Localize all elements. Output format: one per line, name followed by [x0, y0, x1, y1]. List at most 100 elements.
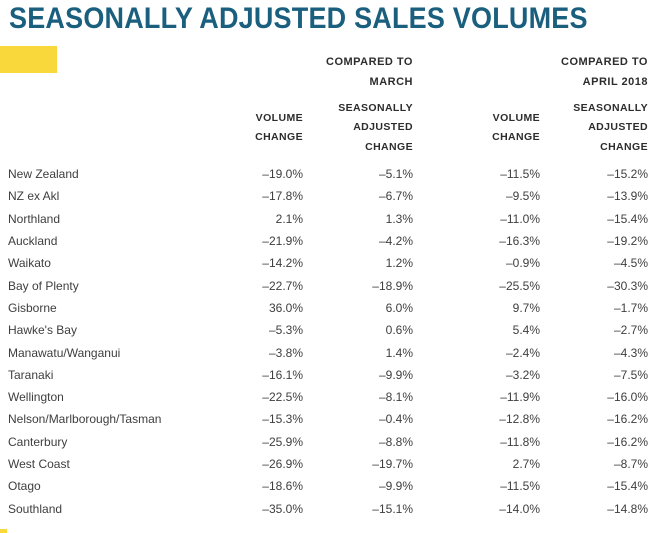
- volume-change-april-2018-value: –2.4%: [505, 345, 540, 360]
- group-header-compared-to-april-2018: COMPARED TO APRIL 2018: [413, 52, 648, 92]
- group-header-line: COMPARED TO: [561, 56, 648, 68]
- volume-change-april-2018-value: –11.5%: [500, 167, 540, 182]
- seasonally-adjusted-change-april-2018-value: –15.4%: [607, 479, 648, 494]
- seasonally-adjusted-change-april-2018-value: –30.3%: [607, 278, 648, 293]
- table-row: Waikato –14.2% 1.2% –0.9% –4.5%: [8, 252, 648, 274]
- region-label: Bay of Plenty: [8, 278, 79, 293]
- volume-change-march-value: 2.1%: [275, 211, 303, 226]
- region-label: Gisborne: [8, 300, 57, 315]
- group-header-line: APRIL 2018: [582, 76, 648, 88]
- seasonally-adjusted-change-april-2018-value: –2.7%: [613, 323, 648, 338]
- volume-change-march-value: –5.3%: [268, 323, 303, 338]
- volume-change-april-2018-value: –12.8%: [499, 412, 540, 427]
- volume-change-april-2018-value: –25.5%: [499, 278, 540, 293]
- column-header-line: CHANGE: [492, 131, 540, 143]
- table-row: Nelson/Marlborough/Tasman –15.3% –0.4% –…: [8, 408, 648, 430]
- region-label: Nelson/Marlborough/Tasman: [8, 412, 162, 427]
- volume-change-april-2018-value: –11.8%: [500, 434, 540, 449]
- region-label: West Coast: [8, 457, 70, 471]
- volume-change-march-value: –22.5%: [262, 390, 303, 405]
- region-label: Northland: [8, 211, 61, 226]
- seasonally-adjusted-change-april-2018-value: –4.3%: [613, 345, 648, 360]
- column-header-row: VOLUME CHANGE SEASONALLY ADJUSTED CHANGE…: [8, 97, 648, 159]
- volume-change-april-2018-value: –0.9%: [505, 256, 540, 271]
- column-header-line: VOLUME: [255, 111, 303, 124]
- volume-change-march-value: –35.0%: [262, 501, 303, 516]
- volume-change-march-value: –19.0%: [262, 167, 303, 182]
- seasonally-adjusted-change-march-value: –18.9%: [372, 278, 413, 293]
- region-label: Wellington: [8, 390, 64, 405]
- table-row: Manawatu/Wanganui –3.8% 1.4% –2.4% –4.3%: [8, 341, 648, 363]
- seasonally-adjusted-change-march-value: –9.9%: [378, 479, 413, 494]
- seasonally-adjusted-change-april-2018-value: –14.8%: [607, 501, 648, 516]
- seasonally-adjusted-change-april-2018-value: –8.7%: [613, 457, 648, 471]
- region-label: Southland: [8, 501, 63, 516]
- volume-change-april-2018-value: –9.5%: [505, 189, 540, 204]
- table-row: Auckland –21.9% –4.2% –16.3% –19.2%: [8, 230, 648, 252]
- volume-change-march-value: –15.3%: [262, 412, 303, 427]
- group-header-line: MARCH: [369, 76, 413, 88]
- volume-change-march-value: –18.6%: [262, 479, 303, 494]
- region-label: NZ ex Akl: [8, 189, 60, 204]
- seasonally-adjusted-change-april-2018-value: –16.0%: [607, 390, 648, 405]
- volume-change-april-2018-value: 2.7%: [512, 457, 540, 471]
- seasonally-adjusted-change-march-value: 0.6%: [385, 323, 413, 338]
- volume-change-march-value: –25.9%: [262, 434, 303, 449]
- column-header-line: VOLUME: [492, 111, 540, 124]
- region-label: New Zealand: [8, 167, 79, 182]
- table-row: Gisborne 36.0% 6.0% 9.7% –1.7%: [8, 297, 648, 319]
- volume-change-march-value: –16.1%: [262, 367, 303, 382]
- column-header-spacer: [8, 97, 198, 159]
- column-header-line: ADJUSTED: [588, 121, 648, 134]
- table-row: Northland 2.1% 1.3% –11.0% –15.4%: [8, 208, 648, 230]
- table-row: Bay of Plenty –22.7% –18.9% –25.5% –30.3…: [8, 274, 648, 296]
- volume-change-march-value: –26.9%: [262, 457, 303, 471]
- group-header-spacer: [8, 52, 198, 92]
- volume-change-april-2018-value: –16.3%: [499, 234, 540, 249]
- seasonally-adjusted-change-march-value: –6.7%: [378, 189, 413, 204]
- volume-change-march-value: –17.8%: [262, 189, 303, 204]
- region-label: Hawke's Bay: [8, 323, 77, 338]
- region-label: Waikato: [8, 256, 51, 271]
- seasonally-adjusted-change-april-2018-value: –7.5%: [613, 367, 648, 382]
- seasonally-adjusted-change-march-value: 1.3%: [385, 211, 413, 226]
- table-row: Taranaki –16.1% –9.9% –3.2% –7.5%: [8, 364, 648, 386]
- volume-change-march-value: 36.0%: [268, 300, 303, 315]
- volume-change-march-value: –14.2%: [262, 256, 303, 271]
- volume-change-april-2018-value: –11.9%: [500, 390, 540, 405]
- seasonally-adjusted-change-april-2018-value: –15.4%: [607, 211, 648, 226]
- column-header-line: SEASONALLY: [338, 101, 413, 114]
- seasonally-adjusted-change-april-2018-value: –16.2%: [607, 434, 648, 449]
- seasonally-adjusted-change-april-2018-value: –4.5%: [613, 256, 648, 271]
- seasonally-adjusted-change-april-2018-value: –16.2%: [607, 412, 648, 427]
- column-header-volume-change-march: VOLUME CHANGE: [198, 97, 303, 159]
- group-header-row: COMPARED TO MARCH COMPARED TO APRIL 2018: [8, 52, 648, 92]
- seasonally-adjusted-change-march-value: –15.1%: [372, 501, 413, 516]
- column-header-seasonally-adjusted-change-march: SEASONALLY ADJUSTED CHANGE: [303, 97, 413, 159]
- table-row: Southland –35.0% –15.1% –14.0% –14.8%: [8, 497, 648, 519]
- region-label: Otago: [8, 479, 41, 494]
- column-header-line: CHANGE: [255, 131, 303, 143]
- seasonally-adjusted-change-march-value: 1.4%: [385, 345, 413, 360]
- column-header-volume-change-april-2018: VOLUME CHANGE: [413, 97, 540, 159]
- table-row: West Coast –26.9% –19.7% 2.7% –8.7%: [8, 453, 648, 475]
- region-label: Manawatu/Wanganui: [8, 345, 121, 360]
- region-label: Canterbury: [8, 434, 68, 449]
- volume-change-april-2018-value: –3.2%: [505, 367, 540, 382]
- yellow-highlight-bar: [0, 46, 57, 73]
- column-header-seasonally-adjusted-change-april-2018: SEASONALLY ADJUSTED CHANGE: [540, 97, 648, 159]
- volume-change-april-2018-value: 5.4%: [512, 323, 540, 338]
- seasonally-adjusted-change-march-value: 6.0%: [385, 300, 413, 315]
- seasonally-adjusted-change-march-value: –4.2%: [378, 234, 413, 249]
- seasonally-adjusted-change-march-value: –0.4%: [378, 412, 413, 427]
- volume-change-april-2018-value: –11.0%: [500, 211, 540, 226]
- column-header-line: CHANGE: [365, 140, 413, 153]
- seasonally-adjusted-change-april-2018-value: –15.2%: [607, 167, 648, 182]
- yellow-corner-accent: [0, 529, 7, 533]
- column-header-line: SEASONALLY: [573, 101, 648, 114]
- table-row: Wellington –22.5% –8.1% –11.9% –16.0%: [8, 386, 648, 408]
- page-title: SEASONALLY ADJUSTED SALES VOLUMES: [9, 2, 588, 35]
- table-row: NZ ex Akl –17.8% –6.7% –9.5% –13.9%: [8, 185, 648, 207]
- table-body: New Zealand –19.0% –5.1% –11.5% –15.2% N…: [8, 163, 648, 520]
